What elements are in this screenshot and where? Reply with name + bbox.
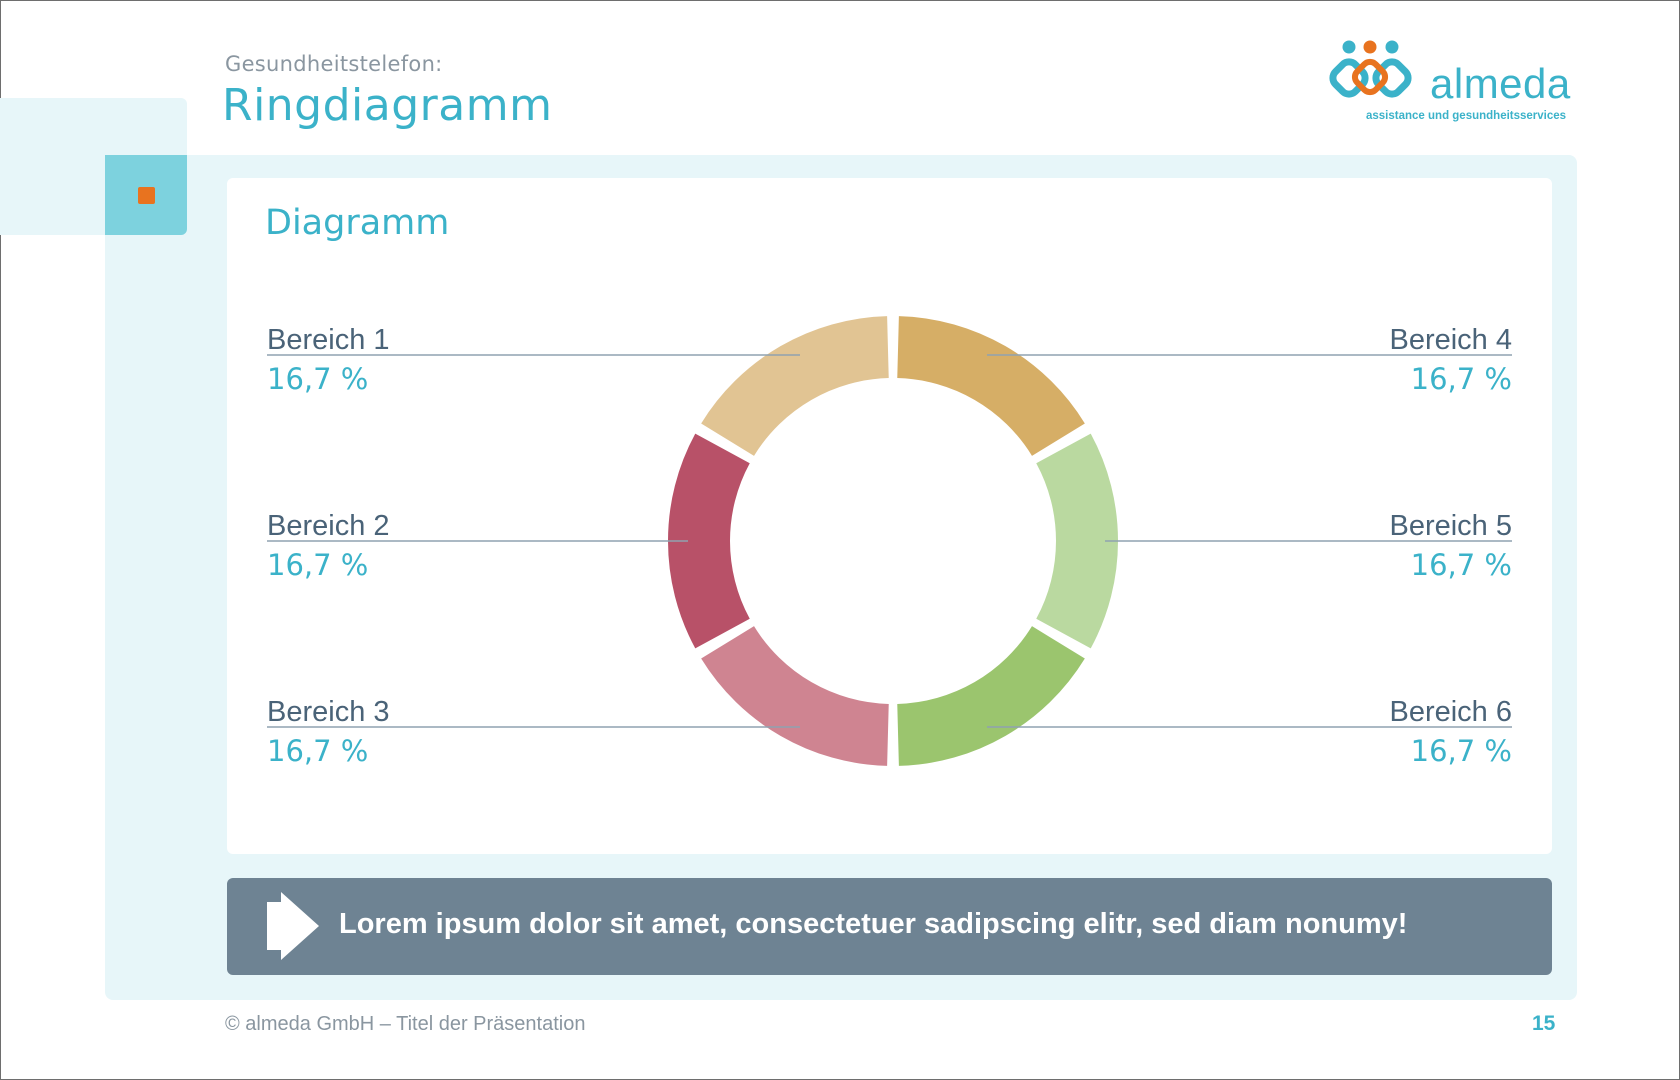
chart-card — [227, 178, 1552, 854]
logo-tagline: assistance und gesundheitsservices — [1366, 110, 1567, 122]
value-label-6: 16,7 % — [1411, 734, 1512, 768]
chart-card-title: Diagramm — [265, 203, 450, 243]
arrow-right-icon — [267, 892, 319, 960]
value-label-4: 16,7 % — [1411, 362, 1512, 396]
page-number: 15 — [1532, 1012, 1556, 1035]
donut-segments — [668, 316, 1118, 766]
value-label-3: 16,7 % — [267, 734, 368, 768]
slide-title: Ringdiagramm — [222, 80, 553, 131]
almeda-logo: almeda assistance und gesundheitsservice… — [1320, 38, 1570, 128]
donut-segment-1 — [701, 316, 889, 456]
donut-segment-6 — [897, 626, 1085, 766]
almeda-people-logo-icon — [1329, 40, 1412, 98]
category-label-5: Bereich 5 — [1389, 510, 1512, 542]
value-label-1: 16,7 % — [267, 362, 368, 396]
category-label-2: Bereich 2 — [267, 510, 390, 542]
category-label-6: Bereich 6 — [1389, 696, 1512, 728]
donut-segment-5 — [1036, 433, 1118, 649]
category-label-1: Bereich 1 — [267, 324, 390, 356]
message-banner: Lorem ipsum dolor sit amet, consectetuer… — [227, 878, 1552, 975]
category-label-4: Bereich 4 — [1389, 324, 1512, 356]
category-label-3: Bereich 3 — [267, 696, 390, 728]
value-label-5: 16,7 % — [1411, 548, 1512, 582]
donut-segment-3 — [701, 626, 889, 766]
value-label-2: 16,7 % — [267, 548, 368, 582]
banner-text: Lorem ipsum dolor sit amet, consectetuer… — [339, 908, 1408, 940]
footer-copyright: © almeda GmbH – Titel der Präsentation — [225, 1013, 586, 1035]
logo-wordmark: almeda — [1430, 60, 1571, 107]
slide-subtitle: Gesundheitstelefon: — [225, 52, 443, 76]
donut-segment-4 — [897, 316, 1085, 456]
accent-square-marker — [138, 187, 155, 204]
donut-segment-2 — [668, 433, 750, 649]
